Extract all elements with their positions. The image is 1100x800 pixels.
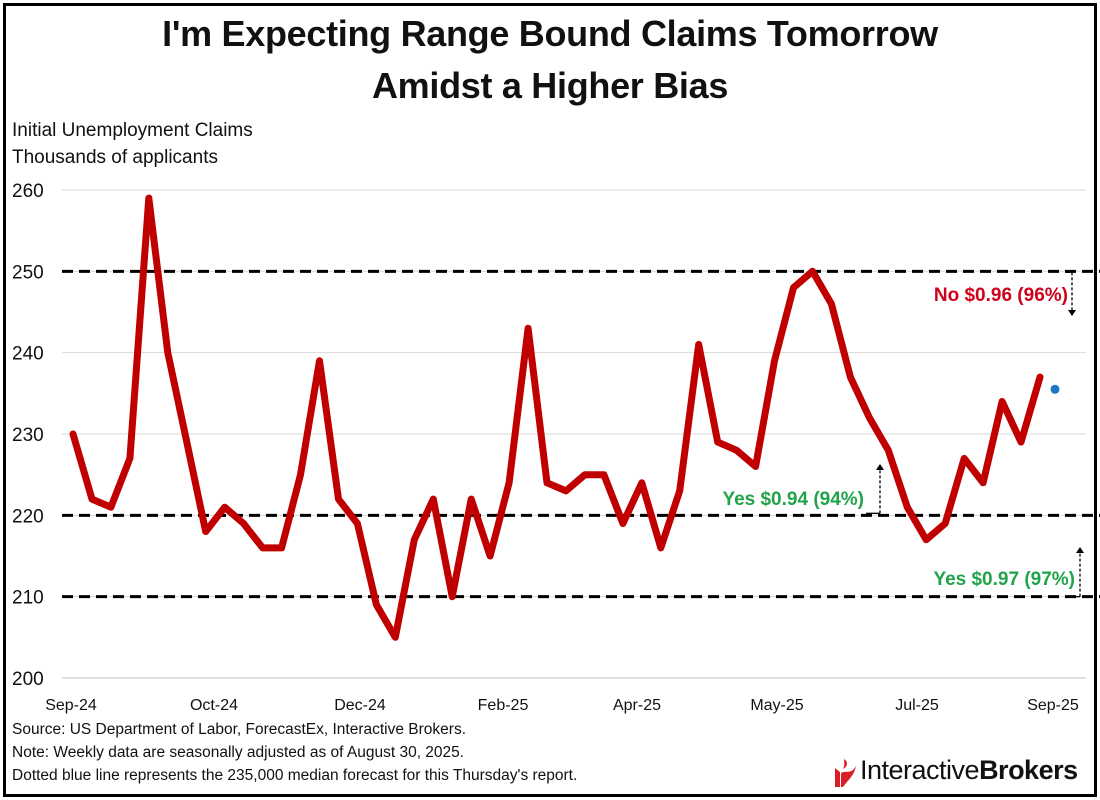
y-tick-label: 220: [12, 506, 44, 527]
no-arrow-head: [1068, 310, 1076, 316]
logo-word-interactive: Interactive: [860, 755, 980, 785]
y-tick-label: 240: [12, 344, 44, 365]
x-tick-label: May-25: [750, 697, 803, 714]
y-tick-label: 210: [12, 588, 44, 609]
x-tick-label: Sep-24: [45, 697, 97, 714]
y-tick-label: 230: [12, 425, 44, 446]
x-tick-label: Feb-25: [478, 697, 529, 714]
y-tick-label: 260: [12, 181, 44, 202]
x-tick-label: Dec-24: [334, 697, 386, 714]
yes-97-threshold-label: Yes $0.97 (97%): [933, 569, 1075, 590]
chart-title-line2: Amidst a Higher Bias: [371, 65, 729, 106]
brokers-logo-icon: [835, 759, 856, 787]
forecast-point: [1050, 384, 1060, 394]
y-axis-label-line2: Thousands of applicants: [12, 147, 218, 168]
x-tick-label: Oct-24: [190, 697, 238, 714]
logo-wordmark: InteractiveBrokers: [860, 755, 1078, 786]
yes-94-arrow-head: [876, 464, 884, 470]
no-threshold-label: No $0.96 (96%): [934, 285, 1068, 306]
y-tick-label: 200: [12, 669, 44, 690]
x-tick-label: Jul-25: [895, 697, 939, 714]
chart-frame: [3, 3, 1097, 797]
yes-97-arrow-head: [1076, 547, 1084, 553]
y-tick-label: 250: [12, 262, 44, 283]
data-note: Note: Weekly data are seasonally adjuste…: [12, 744, 465, 761]
source-note: Source: US Department of Labor, Forecast…: [12, 721, 467, 738]
forecast-note: Dotted blue line represents the 235,000 …: [12, 767, 578, 784]
logo-word-brokers: Brokers: [979, 755, 1078, 785]
brand-logo: InteractiveBrokers: [832, 752, 1092, 792]
claims-series-line: [69, 194, 1044, 641]
yes-94-threshold-label: Yes $0.94 (94%): [722, 489, 864, 510]
x-tick-label: Sep-25: [1027, 697, 1079, 714]
chart-title-line1: I'm Expecting Range Bound Claims Tomorro…: [162, 13, 938, 54]
x-tick-label: Apr-25: [613, 697, 661, 714]
y-axis-label-line1: Initial Unemployment Claims: [12, 120, 253, 141]
